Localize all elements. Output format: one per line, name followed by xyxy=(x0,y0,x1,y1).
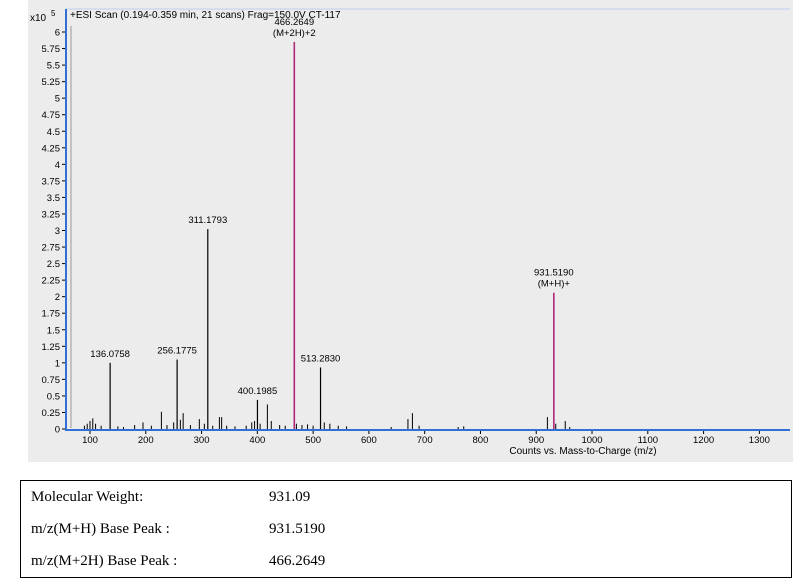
y-multiplier-exponent: 5 xyxy=(51,9,56,18)
x-tick-label: 400 xyxy=(249,435,265,446)
info-row-mh-base-peak: m/z(M+H) Base Peak : 931.5190 xyxy=(21,513,792,545)
x-axis-label: Counts vs. Mass-to-Charge (m/z) xyxy=(509,446,656,457)
y-tick-label: 3 xyxy=(55,226,60,237)
y-tick-label: 6 xyxy=(55,28,60,39)
y-multiplier-label: x10 xyxy=(30,13,47,24)
y-tick-label: 4.25 xyxy=(42,143,61,154)
x-tick-label: 500 xyxy=(305,435,321,446)
x-tick-label: 1200 xyxy=(693,435,714,446)
y-tick-label: 0.75 xyxy=(42,375,61,386)
peak-annotation: 256.1775 xyxy=(157,346,197,357)
y-tick-label: 0.5 xyxy=(47,391,60,402)
y-tick-label: 2.25 xyxy=(42,276,61,287)
y-tick-label: 4.75 xyxy=(42,110,61,121)
y-tick-label: 0 xyxy=(55,425,60,436)
y-tick-label: 1.75 xyxy=(42,309,61,320)
y-tick-label: 3.75 xyxy=(42,176,61,187)
x-tick-label: 200 xyxy=(138,435,154,446)
y-tick-label: 1.25 xyxy=(42,342,61,353)
peak-annotation: 466.2649 xyxy=(274,17,314,28)
info-value: 931.09 xyxy=(269,488,311,505)
x-tick-label: 800 xyxy=(473,435,489,446)
peak-annotation: 931.5190 xyxy=(534,268,574,279)
x-tick-label: 1300 xyxy=(749,435,770,446)
y-tick-label: 5.75 xyxy=(42,44,61,55)
info-label: Molecular Weight: xyxy=(31,488,144,505)
y-tick-label: 2.5 xyxy=(47,259,60,270)
y-tick-label: 0.25 xyxy=(42,408,61,419)
info-value: 466.2649 xyxy=(269,552,326,569)
y-tick-label: 1 xyxy=(55,358,60,369)
spectrum-svg: +ESI Scan (0.194-0.359 min, 21 scans) Fr… xyxy=(30,8,790,457)
y-tick-label: 5 xyxy=(55,94,60,105)
peak-annotation: 400.1985 xyxy=(238,386,278,397)
minor-peaks xyxy=(83,404,571,429)
y-tick-label: 3.5 xyxy=(47,193,60,204)
y-tick-label: 3.25 xyxy=(42,209,61,220)
info-label: m/z(M+2H) Base Peak : xyxy=(31,552,178,569)
compound-info-table: Molecular Weight: 931.09 m/z(M+H) Base P… xyxy=(20,480,792,578)
y-tick-label: 4.5 xyxy=(47,127,60,138)
x-tick-label: 1100 xyxy=(638,435,658,446)
peak-annotation: 311.1793 xyxy=(188,215,227,226)
x-tick-label: 600 xyxy=(361,435,377,446)
y-tick-label: 5.5 xyxy=(47,61,60,72)
y-tick-label: 1.5 xyxy=(47,325,60,336)
peak-annotation: (M+2H)+2 xyxy=(273,28,316,39)
x-tick-label: 300 xyxy=(194,435,210,446)
x-tick-label: 1000 xyxy=(581,435,602,446)
y-tick-label: 2.75 xyxy=(42,243,61,254)
major-peaks xyxy=(109,41,555,429)
x-tick-label: 700 xyxy=(417,435,433,446)
info-row-m2h-base-peak: m/z(M+2H) Base Peak : 466.2649 xyxy=(21,545,792,578)
y-axis: 0 0.25 0.5 0.75 1 1.25 1.5 1.75 2 2.25 2.5 2.75 3 3.2… xyxy=(42,28,66,436)
peak-annotations: 136.0758 256.1775 311.1793 400.1985 466.2649… xyxy=(90,17,573,397)
peak-annotation: 136.0758 xyxy=(90,349,130,360)
y-tick-label: 5.25 xyxy=(42,77,61,88)
x-tick-label: 900 xyxy=(528,435,544,446)
y-tick-label: 4 xyxy=(55,160,60,171)
peak-annotation: (M+H)+ xyxy=(538,279,571,290)
info-value: 931.5190 xyxy=(269,520,326,537)
mass-spectrum-chart: +ESI Scan (0.194-0.359 min, 21 scans) Fr… xyxy=(28,0,793,462)
x-tick-label: 100 xyxy=(82,435,98,446)
info-label: m/z(M+H) Base Peak : xyxy=(31,520,170,537)
y-tick-label: 2 xyxy=(55,292,60,303)
chart-title: +ESI Scan (0.194-0.359 min, 21 scans) Fr… xyxy=(70,10,341,21)
info-row-molecular-weight: Molecular Weight: 931.09 xyxy=(21,481,792,514)
peak-annotation: 513.2830 xyxy=(301,353,341,364)
x-axis: 100 200 300 400 500 600 700 800 900 1000 1100 1200 1… xyxy=(82,430,770,446)
